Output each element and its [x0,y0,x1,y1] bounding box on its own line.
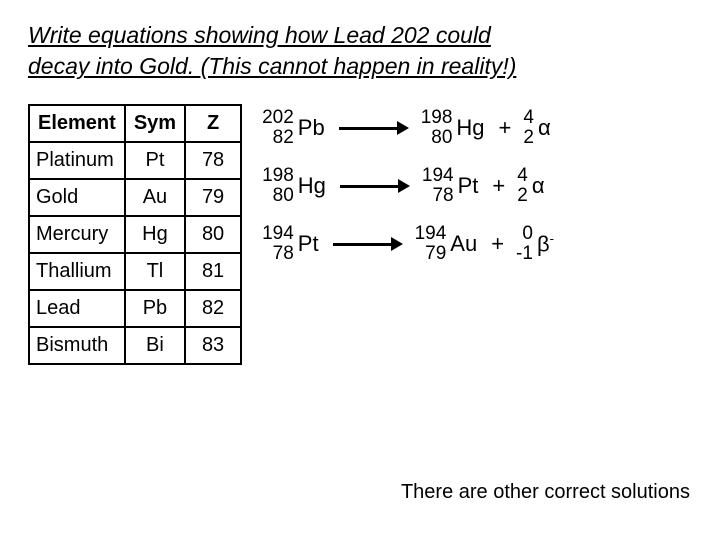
atomic-number: -1 [516,244,533,264]
atomic-number: 80 [421,128,453,148]
cell-sym: Au [125,179,185,216]
plus-sign: + [486,173,511,199]
element-symbol: Au [446,232,479,255]
mass-number: 194 [415,224,447,244]
cell-element: Platinum [29,142,125,179]
beta-symbol: β [537,231,550,256]
cell-z: 80 [185,216,241,253]
atomic-number: 2 [523,128,534,148]
atomic-number: 82 [262,128,294,148]
nuclide-product-2: 4 2 α [517,166,546,206]
mass-number: 4 [517,166,528,186]
col-element: Element [29,105,125,142]
nuclide-product-1: 194 79 Au [415,224,480,264]
cell-z: 82 [185,290,241,327]
beta-charge-superscript: - [550,231,554,246]
reaction-arrow-icon [340,179,410,193]
element-symbol: Hg [294,174,328,197]
cell-element: Thallium [29,253,125,290]
mass-number: 198 [262,166,294,186]
title-line-2: decay into Gold. (This cannot happen in … [28,53,516,79]
col-sym: Sym [125,105,185,142]
table-row: Mercury Hg 80 [29,216,241,253]
nuclide-lhs: 202 82 Pb [262,108,327,148]
nuclide-product-1: 194 78 Pt [422,166,481,206]
element-symbol: Pb [294,116,327,139]
particle-symbol: α [534,116,553,139]
reaction-arrow-icon [333,237,403,251]
cell-element: Mercury [29,216,125,253]
nuclide-lhs: 198 80 Hg [262,166,328,206]
atomic-number: 78 [422,186,454,206]
page-title: Write equations showing how Lead 202 cou… [28,20,692,82]
particle-symbol: α [528,174,547,197]
mass-number: 194 [262,224,294,244]
cell-sym: Bi [125,327,185,364]
element-table: Element Sym Z Platinum Pt 78 Gold Au 79 … [28,104,242,365]
element-symbol: Hg [452,116,486,139]
cell-element: Bismuth [29,327,125,364]
reaction-arrow-icon [339,121,409,135]
main-content: Element Sym Z Platinum Pt 78 Gold Au 79 … [28,104,692,365]
mass-number: 0 [516,224,533,244]
mass-number: 194 [422,166,454,186]
atomic-number: 79 [415,244,447,264]
mass-number: 4 [523,108,534,128]
element-symbol: Pt [454,174,481,197]
table-header-row: Element Sym Z [29,105,241,142]
cell-z: 83 [185,327,241,364]
nuclide-product-2: 0 -1 β- [516,224,556,264]
cell-sym: Hg [125,216,185,253]
atomic-number: 80 [262,186,294,206]
table-row: Thallium Tl 81 [29,253,241,290]
cell-element: Gold [29,179,125,216]
decay-equations: 202 82 Pb 198 80 Hg + 4 2 α 198 80 Hg [262,104,692,365]
element-symbol: Pt [294,232,321,255]
equation-1: 202 82 Pb 198 80 Hg + 4 2 α [262,108,692,148]
particle-symbol: β- [533,232,556,255]
cell-sym: Pt [125,142,185,179]
nuclide-product-1: 198 80 Hg [421,108,487,148]
cell-sym: Pb [125,290,185,327]
title-line-1: Write equations showing how Lead 202 cou… [28,22,491,48]
table-row: Platinum Pt 78 [29,142,241,179]
atomic-number: 2 [517,186,528,206]
col-z: Z [185,105,241,142]
cell-sym: Tl [125,253,185,290]
table-row: Gold Au 79 [29,179,241,216]
cell-z: 78 [185,142,241,179]
table-row: Lead Pb 82 [29,290,241,327]
cell-element: Lead [29,290,125,327]
equation-2: 198 80 Hg 194 78 Pt + 4 2 α [262,166,692,206]
plus-sign: + [485,231,510,257]
table-row: Bismuth Bi 83 [29,327,241,364]
atomic-number: 78 [262,244,294,264]
cell-z: 79 [185,179,241,216]
nuclide-product-2: 4 2 α [523,108,552,148]
nuclide-lhs: 194 78 Pt [262,224,321,264]
footer-note: There are other correct solutions [401,481,690,504]
plus-sign: + [493,115,518,141]
equation-3: 194 78 Pt 194 79 Au + 0 -1 β- [262,224,692,264]
mass-number: 202 [262,108,294,128]
mass-number: 198 [421,108,453,128]
cell-z: 81 [185,253,241,290]
